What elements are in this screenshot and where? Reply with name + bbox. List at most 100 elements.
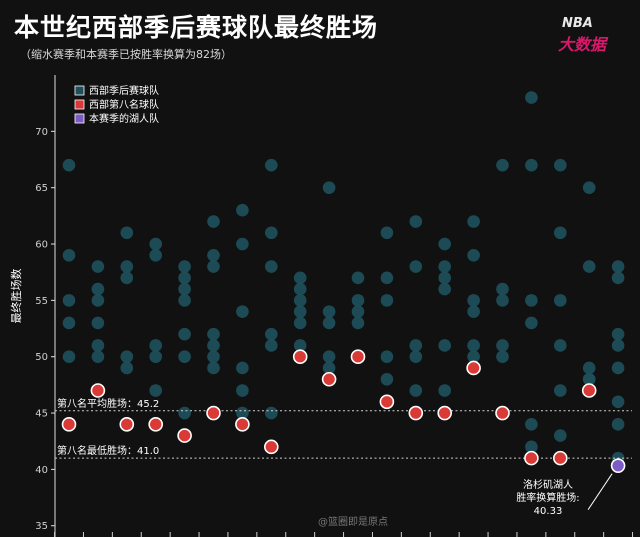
eighth-seed-point [119,417,135,432]
lakers-point [610,458,626,473]
y-tick-label: 55 [35,296,48,307]
logo-nba-text: NBA [562,16,593,31]
playoff-team-point [322,350,336,364]
playoff-team-point [611,361,625,375]
playoff-team-point [409,215,423,228]
playoff-team-point [525,440,538,454]
playoff-team-point [380,271,394,285]
eighth-seed-point [552,450,568,466]
eighth-seed-point [524,450,539,466]
playoff-team-point [582,361,596,375]
eighth-seed-point [263,439,279,455]
playoff-team-point [91,282,105,296]
chart-subtitle: （缩水赛季和本赛季已按胜率换算为82场） [20,48,232,61]
playoff-team-point [554,429,567,442]
playoff-team-point [380,226,394,240]
playoff-team-point [438,384,452,397]
eighth-seed-point [581,383,597,398]
playoff-team-point [438,237,452,251]
playoff-team-point [236,406,249,420]
playoff-team-point [525,91,538,104]
legend-label: 西部第八名球队 [89,98,159,111]
y-tick-label: 40 [35,465,48,476]
playoff-team-point [149,237,162,251]
playoff-team-point [467,215,480,228]
eighth-seed-point [148,417,163,432]
playoff-team-point [265,327,278,341]
eighth-seed-point [292,349,308,365]
playoff-team-point [467,350,480,364]
eighth-seed-point [177,428,192,443]
playoff-team-point [178,260,191,273]
playoff-team-point [351,316,365,330]
playoff-team-point [236,384,249,397]
eighth-seed-point [206,405,221,421]
playoff-team-point [178,327,191,341]
playoff-team-point [91,260,105,273]
playoff-team-point [207,327,220,341]
reference-line-label: 第八名平均胜场：45.2 [57,397,159,410]
playoff-team-point [409,339,423,352]
playoff-team-point [496,158,509,172]
playoff-team-point [351,271,365,285]
playoff-team-point [467,248,480,262]
playoff-team-point [351,294,365,307]
eighth-seed-point [321,371,337,387]
playoff-team-point [236,305,249,318]
watermark: @篮圈即是原点 [318,517,388,528]
playoff-team-point [178,271,191,285]
legend-swatch [74,99,85,110]
playoff-team-point [178,282,191,296]
eighth-seed-point [379,394,395,410]
playoff-team-point [611,327,625,341]
playoff-team-point [293,294,307,307]
playoff-team-point [611,418,625,431]
playoff-team-point [611,260,625,273]
legend-swatch [74,113,85,124]
y-tick-label: 70 [35,127,48,138]
playoff-team-point [178,350,191,364]
playoff-team-point [409,260,423,273]
playoff-team-point [265,260,278,273]
playoff-team-point [438,271,452,285]
playoff-team-point [525,418,538,431]
annotation-text: 洛杉矶湖人 [523,478,573,491]
playoff-team-point [120,271,134,285]
brand-logo: NBA 大数据 [554,16,634,56]
playoff-team-point [236,237,249,251]
playoff-team-point [120,260,134,273]
eighth-seed-point [61,417,77,432]
playoff-team-point [236,203,249,217]
playoff-team-point [265,339,278,352]
playoff-team-point [91,350,105,364]
playoff-team-point [62,158,76,172]
annotation-text: 40.33 [534,506,563,517]
y-tick-label: 35 [35,521,48,532]
playoff-team-point [438,339,452,352]
playoff-team-point [554,384,567,397]
playoff-team-point [467,339,480,352]
playoff-team-point [207,339,220,352]
playoff-team-point [611,339,625,352]
playoff-team-point [438,260,452,273]
logo-subtext: 大数据 [558,35,607,54]
playoff-team-point [120,350,134,364]
playoff-team-point [582,260,596,273]
playoff-team-point [554,339,567,352]
annotation-text: 胜率换算胜场: [516,491,579,504]
playoff-team-point [265,226,278,240]
playoff-team-point [62,316,76,330]
playoff-team-point [409,350,423,364]
y-tick-label: 60 [35,240,48,251]
playoff-team-point [293,305,307,318]
legend-label: 西部季后赛球队 [89,84,159,97]
playoff-team-point [178,406,191,420]
eighth-seed-point [90,383,106,398]
playoff-team-point [525,316,538,330]
playoff-team-point [467,305,480,318]
playoff-team-point [496,294,509,307]
playoff-team-point [149,384,162,397]
playoff-team-point [62,294,76,307]
playoff-team-point [293,316,307,330]
